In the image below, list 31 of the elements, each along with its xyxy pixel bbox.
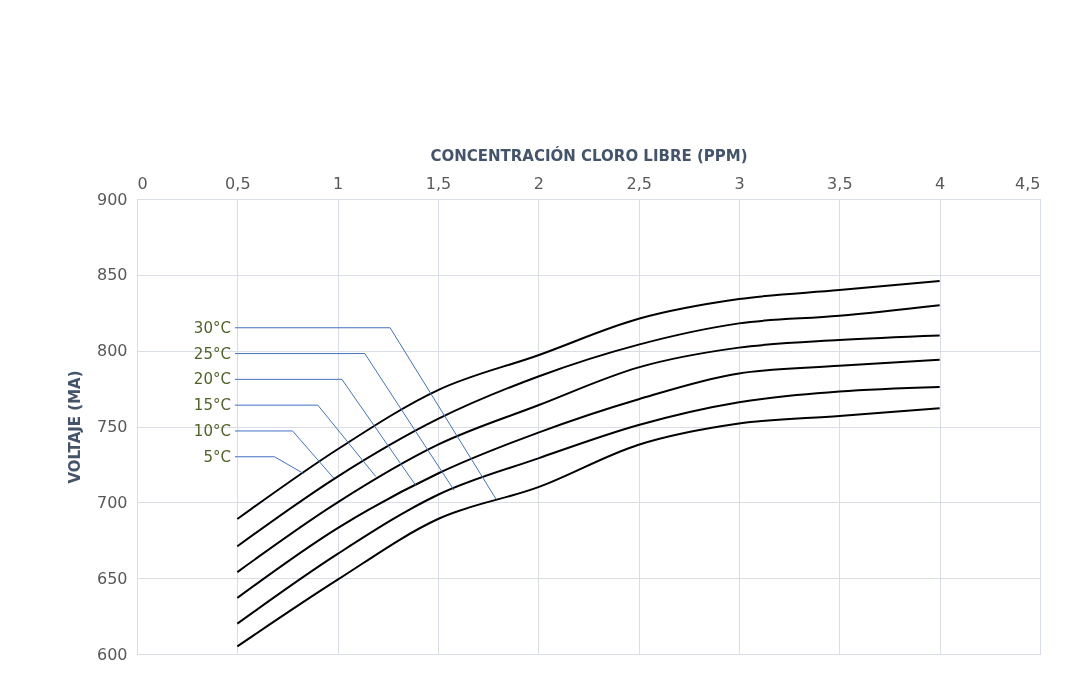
x-tick-label: 3,5 — [827, 173, 853, 193]
annotation: 15°C — [193, 396, 231, 415]
annotation: 5°C — [203, 447, 231, 466]
x-tick-label: 2,5 — [626, 173, 652, 193]
line-series — [236, 279, 941, 521]
x-tick-label: 4 — [935, 173, 946, 193]
line-series — [236, 334, 941, 574]
annotation: 25°C — [193, 344, 231, 363]
line-series — [236, 304, 941, 548]
y-tick-label: 900 — [96, 189, 128, 209]
x-tick-label: 0,5 — [225, 173, 251, 193]
line-series — [236, 407, 941, 648]
x-tick-label: 1,5 — [425, 173, 452, 193]
line-series — [236, 358, 941, 599]
annotation: 30°C — [193, 318, 231, 337]
x-tick-label: 2 — [533, 173, 544, 193]
x-tick-label: 0 — [137, 173, 148, 193]
y-tick-label: 850 — [96, 265, 128, 285]
line-series — [236, 386, 941, 625]
annotation: 20°C — [193, 370, 231, 389]
y-tick-label: 650 — [96, 568, 128, 588]
y-tick-label: 700 — [96, 492, 128, 512]
x-tick-label: 1 — [333, 173, 344, 193]
y-axis-title: VOLTAJE (MA) — [65, 370, 84, 484]
y-tick-label: 600 — [96, 644, 128, 664]
y-tick-label: 800 — [96, 341, 128, 361]
x-tick-label: 3 — [734, 173, 745, 193]
x-axis-title: CONCENTRACIÓN CLORO LIBRE (PPM) — [430, 145, 748, 165]
annotation: 10°C — [193, 421, 231, 440]
x-tick-label: 4,5 — [1015, 173, 1041, 193]
y-tick-label: 750 — [96, 417, 128, 436]
